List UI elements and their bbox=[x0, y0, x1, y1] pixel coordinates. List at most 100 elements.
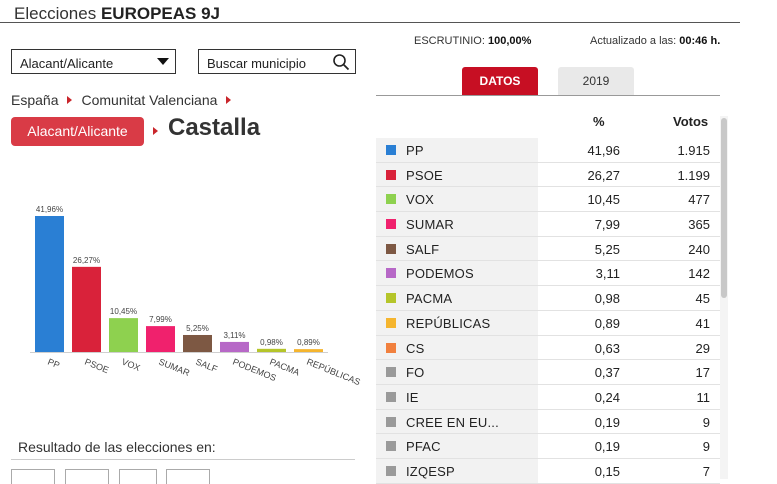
party-color-swatch bbox=[386, 145, 396, 155]
province-button[interactable]: Alacant/Alicante bbox=[11, 117, 144, 146]
election-year-button[interactable] bbox=[166, 469, 210, 484]
party-name: PP bbox=[406, 143, 424, 158]
party-cell bbox=[376, 138, 538, 162]
party-votes: 7 bbox=[702, 463, 710, 479]
election-year-button[interactable] bbox=[65, 469, 109, 484]
chart-bar[interactable] bbox=[220, 341, 249, 352]
party-percent: 0,19 bbox=[594, 414, 620, 430]
chart-data-label: 7,99% bbox=[149, 315, 172, 324]
party-cell bbox=[376, 212, 538, 236]
party-color-swatch bbox=[386, 342, 396, 353]
chart-bar[interactable] bbox=[72, 266, 101, 352]
party-cell bbox=[376, 162, 538, 187]
province-select-value: Alacant/Alicante bbox=[20, 56, 114, 71]
breadcrumb-separator-icon bbox=[226, 96, 232, 104]
party-color-swatch bbox=[386, 416, 396, 427]
table-row: CS 0,63 29 bbox=[376, 335, 720, 361]
chart-bar[interactable] bbox=[257, 348, 286, 352]
party-votes: 1.199 bbox=[677, 167, 710, 183]
chart-data-label: 5,25% bbox=[186, 324, 209, 333]
party-cell bbox=[376, 236, 538, 261]
table-row: PSOE 26,27 1.199 bbox=[376, 162, 720, 188]
party-percent: 26,27 bbox=[587, 167, 620, 183]
update-time: Actualizado a las: 00:46 h. bbox=[590, 35, 720, 47]
search-icon[interactable] bbox=[332, 53, 350, 71]
tab-2019[interactable]: 2019 bbox=[558, 67, 634, 95]
results-table: PP 41,96 1.915 PSOE 26,27 1.199 VOX 10,45 477 SUM… bbox=[376, 138, 720, 484]
party-color-swatch bbox=[386, 219, 396, 230]
search-input[interactable] bbox=[207, 56, 325, 71]
chart-category-label: SUMAR bbox=[157, 357, 191, 379]
table-row: PP 41,96 1.915 bbox=[376, 138, 720, 163]
municipality-search bbox=[198, 49, 356, 74]
party-color-swatch bbox=[386, 317, 396, 328]
table-row: VOX 10,45 477 bbox=[376, 187, 720, 213]
party-color-swatch bbox=[386, 243, 396, 254]
breadcrumb-separator-icon bbox=[67, 96, 73, 104]
breadcrumb-country[interactable]: España bbox=[11, 92, 59, 108]
party-color-swatch bbox=[386, 441, 396, 452]
updated-label: Actualizado a las: bbox=[590, 35, 677, 47]
party-percent: 3,11 bbox=[595, 266, 620, 282]
party-cell bbox=[376, 286, 538, 310]
chart-data-label: 41,96% bbox=[36, 205, 63, 214]
table-row: SUMAR 7,99 365 bbox=[376, 212, 720, 237]
party-votes: 1.915 bbox=[677, 143, 710, 158]
chart-bar[interactable] bbox=[146, 326, 175, 352]
chart-category-label: PP bbox=[46, 357, 61, 371]
municipality-title: Castalla bbox=[168, 114, 261, 141]
province-select[interactable]: Alacant/Alicante bbox=[11, 49, 176, 74]
party-percent: 0,19 bbox=[594, 439, 620, 455]
party-cell bbox=[376, 187, 538, 212]
party-cell bbox=[376, 458, 538, 483]
percent-column-header: % bbox=[593, 114, 605, 129]
chart-bar[interactable] bbox=[183, 334, 212, 352]
party-percent: 41,96 bbox=[587, 143, 620, 158]
chart-bar[interactable] bbox=[109, 318, 138, 352]
table-row: IE 0,24 11 bbox=[376, 384, 720, 410]
chevron-down-icon bbox=[157, 58, 169, 65]
scrutiny-value: 100,00% bbox=[487, 35, 532, 47]
chart-bar[interactable] bbox=[35, 216, 64, 352]
party-votes: 477 bbox=[688, 192, 710, 208]
party-percent: 0,63 bbox=[594, 340, 620, 356]
table-row: PACMA 0,98 45 bbox=[376, 286, 720, 311]
chart-data-label: 10,45% bbox=[110, 307, 137, 316]
election-year-button[interactable] bbox=[119, 469, 157, 484]
table-row: PFAC 0,19 9 bbox=[376, 434, 720, 459]
party-votes: 240 bbox=[688, 241, 710, 257]
table-row: IZQESP 0,15 7 bbox=[376, 458, 720, 484]
election-year-button[interactable] bbox=[11, 469, 55, 484]
chart-data-label: 0,89% bbox=[297, 338, 320, 347]
party-votes: 9 bbox=[702, 414, 710, 430]
party-votes: 17 bbox=[695, 365, 710, 381]
party-percent: 7,99 bbox=[594, 217, 620, 233]
party-name: PSOE bbox=[406, 167, 443, 183]
party-color-swatch bbox=[386, 465, 396, 476]
chart-category-label: PSOE bbox=[83, 357, 110, 376]
chart-category-label: REPÚBLICAS bbox=[305, 357, 362, 388]
party-name: VOX bbox=[406, 192, 435, 208]
votes-column-header: Votos bbox=[673, 114, 709, 129]
table-scrollbar-thumb[interactable] bbox=[721, 118, 727, 298]
table-row: FO 0,37 17 bbox=[376, 360, 720, 385]
party-color-swatch bbox=[386, 293, 396, 304]
party-name: PFAC bbox=[406, 439, 441, 455]
party-percent: 0,15 bbox=[594, 463, 620, 479]
party-color-swatch bbox=[386, 367, 396, 378]
chart-bar[interactable] bbox=[294, 349, 323, 352]
table-row: REPÚBLICAS 0,89 41 bbox=[376, 310, 720, 336]
party-percent: 10,45 bbox=[587, 192, 620, 208]
breadcrumb-region[interactable]: Comunitat Valenciana bbox=[81, 92, 218, 108]
party-votes: 29 bbox=[695, 340, 710, 356]
party-cell bbox=[376, 434, 538, 458]
party-votes: 41 bbox=[695, 315, 710, 331]
header-prefix: Elecciones bbox=[14, 4, 97, 23]
updated-value: 00:46 h. bbox=[679, 35, 721, 47]
tab-datos[interactable]: DATOS bbox=[462, 67, 538, 95]
chart-data-label: 0,98% bbox=[260, 338, 283, 347]
party-name: CREE EN EU... bbox=[406, 414, 499, 430]
party-name: REPÚBLICAS bbox=[406, 315, 491, 331]
results-divider bbox=[11, 459, 355, 460]
party-cell bbox=[376, 310, 538, 335]
